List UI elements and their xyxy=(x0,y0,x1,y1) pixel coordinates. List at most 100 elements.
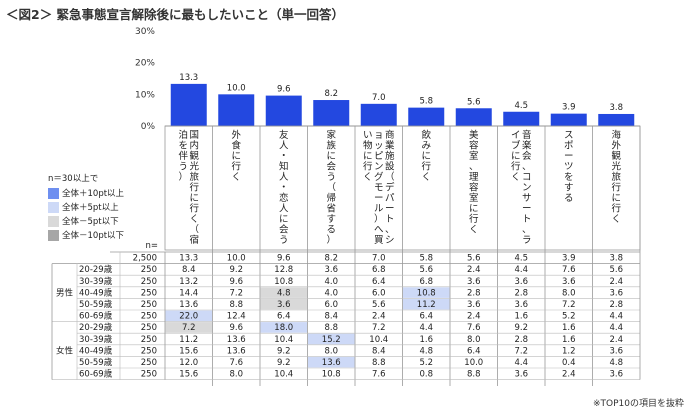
legend-swatch-down10 xyxy=(48,229,59,241)
highlight-cell xyxy=(403,298,450,310)
bar xyxy=(218,94,255,126)
category-label-char: に xyxy=(511,151,521,162)
data-row-value: 6.4 xyxy=(419,312,433,322)
bar xyxy=(455,108,492,126)
total-row-value: 10.0 xyxy=(227,254,246,264)
legend-swatch-up10 xyxy=(48,187,59,199)
bar xyxy=(550,113,587,126)
bar-value-label: 5.6 xyxy=(467,97,481,107)
category-label-char: 人 xyxy=(279,204,289,215)
data-row-value: 2.4 xyxy=(609,335,623,345)
data-row-value: 8.8 xyxy=(467,370,481,380)
category-label-char: る xyxy=(564,193,574,204)
data-row-value: 4.4 xyxy=(514,358,528,368)
data-row-value: 2.4 xyxy=(467,312,481,322)
bar-value-label: 9.6 xyxy=(277,85,291,95)
category-label-char: く xyxy=(363,172,373,183)
data-row-value: 7.6 xyxy=(562,265,576,275)
category-label-char: 会 xyxy=(326,161,336,173)
bar xyxy=(598,113,635,126)
data-row-value: 2.8 xyxy=(467,288,481,298)
category-label-char: デ xyxy=(385,182,395,194)
data-row-value: 4.8 xyxy=(277,288,291,298)
bar-value-label: 13.3 xyxy=(179,73,198,83)
category-label-char: （ xyxy=(385,171,395,183)
category-label-char: に xyxy=(279,214,289,225)
category-label-char: 恋 xyxy=(279,192,289,204)
data-row-value: 3.6 xyxy=(514,300,528,310)
category-label-char: ー xyxy=(385,204,395,215)
category-label-char: ブ xyxy=(511,140,521,152)
category-label-char: 行 xyxy=(469,213,479,225)
category-label-char: を xyxy=(178,141,188,152)
data-row-value: 9.2 xyxy=(229,265,243,275)
category-label-char: 泊 xyxy=(178,130,188,141)
legend-label-down5: 全体－5pt以下 xyxy=(62,217,119,227)
data-row-value: 15.2 xyxy=(322,335,341,345)
data-row-value: 9.2 xyxy=(277,346,291,356)
data-row-value: 8.4 xyxy=(372,346,386,356)
category-label-char: 省 xyxy=(326,203,336,215)
data-row-value: 5.6 xyxy=(372,300,386,310)
category-label-char: 行 xyxy=(511,161,521,173)
age-label: 30-39歳 xyxy=(79,276,113,287)
data-row-value: 4.4 xyxy=(419,323,433,333)
data-row-value: 5.6 xyxy=(419,265,433,275)
category-label-char: 業 xyxy=(385,140,395,152)
data-row-value: 4.8 xyxy=(419,346,433,356)
data-row-value: 15.6 xyxy=(179,346,198,356)
data-row-value: 1.6 xyxy=(562,323,576,333)
category-label-char: 光 xyxy=(189,161,199,173)
total-row-value: 13.3 xyxy=(179,254,198,264)
n-value: 250 xyxy=(141,312,157,322)
category-label-char: す xyxy=(326,214,336,225)
category-label-char: 人 xyxy=(279,172,289,183)
bar-value-label: 5.8 xyxy=(419,97,433,107)
category-label-char: 帰 xyxy=(326,192,336,204)
category-label-char: す xyxy=(564,183,574,194)
category-label-char: ー xyxy=(522,204,532,215)
data-row-value: 4.4 xyxy=(609,323,623,333)
data-row-value: 10.8 xyxy=(274,277,293,287)
category-label-char: 宿 xyxy=(189,234,199,246)
n-value: 250 xyxy=(141,277,157,287)
total-row-value: 7.0 xyxy=(372,254,386,264)
data-row-value: 8.4 xyxy=(324,312,338,322)
data-row-value: 7.2 xyxy=(372,323,386,333)
total-row-value: 9.6 xyxy=(277,254,291,264)
category-label-char: 美 xyxy=(469,129,479,141)
total-row-value: 4.5 xyxy=(514,254,528,264)
category-label-char: 観 xyxy=(611,150,621,162)
total-row-value: 5.8 xyxy=(419,254,433,264)
category-label-char: を xyxy=(564,172,574,183)
y-tick-label: 0% xyxy=(141,122,156,132)
data-row-value: 3.6 xyxy=(514,277,528,287)
bar xyxy=(360,103,397,126)
legend-item-down5: 全体－5pt以下 xyxy=(48,214,148,228)
footnote: ※TOP10の項目を抜粋 xyxy=(592,399,684,409)
data-row-value: 13.6 xyxy=(227,335,246,345)
n-value: 250 xyxy=(141,346,157,356)
total-row-value: 5.6 xyxy=(467,254,481,264)
category-label-char: 人 xyxy=(279,141,289,152)
data-row-value: 2.4 xyxy=(467,265,481,275)
category-label-char: に xyxy=(469,204,479,215)
category-label-char: 室 xyxy=(469,192,479,204)
data-row-value: 8.4 xyxy=(182,265,196,275)
group-label: 男性 xyxy=(56,288,74,299)
category-label-char: コ xyxy=(522,172,532,183)
bar xyxy=(503,111,540,126)
category-label-char: 設 xyxy=(385,161,395,173)
n-value: 250 xyxy=(141,300,157,310)
category-label-char: ル xyxy=(374,204,384,215)
category-label-char: い xyxy=(363,130,373,141)
total-row-value: 8.2 xyxy=(324,254,338,264)
data-row-value: 10.4 xyxy=(274,335,293,345)
data-row-value: 5.2 xyxy=(562,312,576,322)
category-label-char: モ xyxy=(374,183,384,194)
age-label: 60-69歳 xyxy=(79,369,113,380)
category-label-char: く xyxy=(231,172,241,183)
data-row-value: 0.4 xyxy=(562,358,576,368)
y-tick-label: 10% xyxy=(135,90,155,100)
